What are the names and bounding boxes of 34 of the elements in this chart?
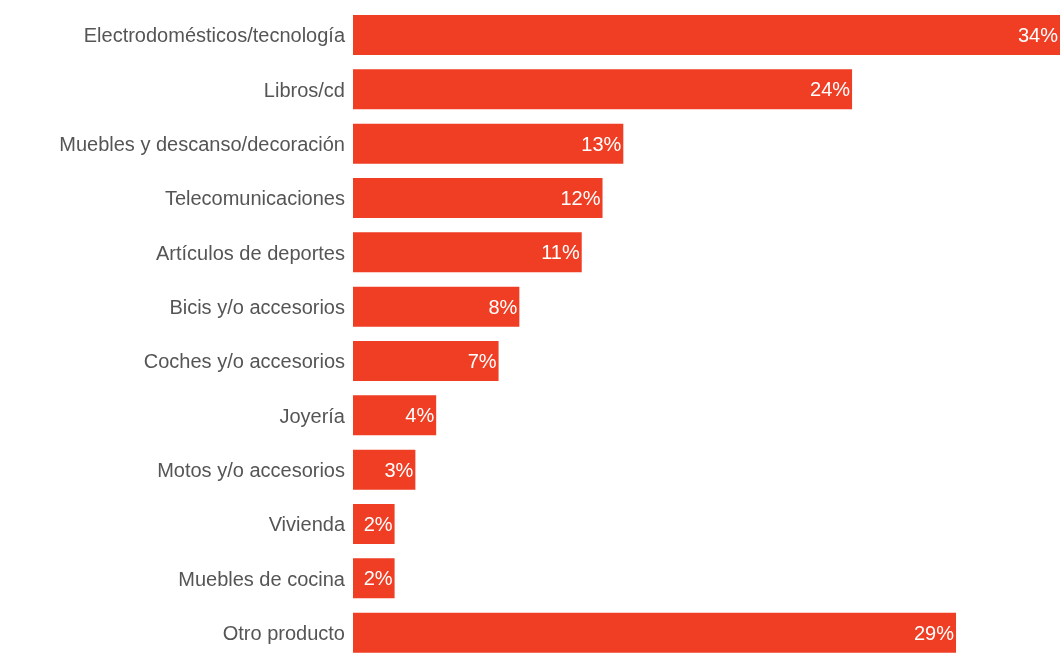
data-label: 29%: [914, 621, 955, 644]
data-label: 13%: [581, 132, 622, 155]
bar: [353, 449, 416, 490]
bar: [353, 69, 853, 110]
bar: [353, 232, 582, 273]
bar: [353, 612, 957, 653]
y-tick-label: Vivienda: [268, 513, 346, 536]
data-label: 4%: [405, 404, 435, 427]
y-tick-label: Muebles de cocina: [178, 567, 346, 590]
data-label: 2%: [363, 567, 393, 590]
y-tick-label: Coches y/o accesorios: [143, 350, 345, 373]
bar: [353, 178, 603, 218]
data-label: 12%: [560, 187, 601, 209]
y-tick-label: Libros/cd: [263, 78, 345, 101]
bar: [353, 286, 520, 327]
data-label: 8%: [488, 295, 518, 318]
y-tick-label: Motos y/o accesorios: [157, 458, 345, 481]
y-tick-label: Artículos de deportes: [156, 241, 345, 264]
data-label: 3%: [384, 458, 414, 481]
bar: [353, 395, 437, 436]
y-tick-label: Telecomunicaciones: [164, 187, 345, 210]
bar: [353, 15, 1060, 55]
y-tick-label: Bicis y/o accesorios: [169, 295, 345, 318]
bar: [353, 341, 499, 381]
y-tick-label: Joyería: [279, 404, 346, 427]
data-label: 24%: [810, 78, 851, 101]
bar: [353, 123, 624, 164]
data-label: 11%: [541, 241, 580, 264]
data-label: 2%: [363, 513, 393, 535]
data-label: 34%: [1017, 24, 1059, 46]
y-tick-label: Otro producto: [222, 621, 345, 644]
data-label: 7%: [467, 350, 497, 372]
y-tick-label: Electrodomésticos/tecnología: [83, 24, 346, 47]
y-tick-label: Muebles y descanso/decoración: [59, 132, 345, 155]
